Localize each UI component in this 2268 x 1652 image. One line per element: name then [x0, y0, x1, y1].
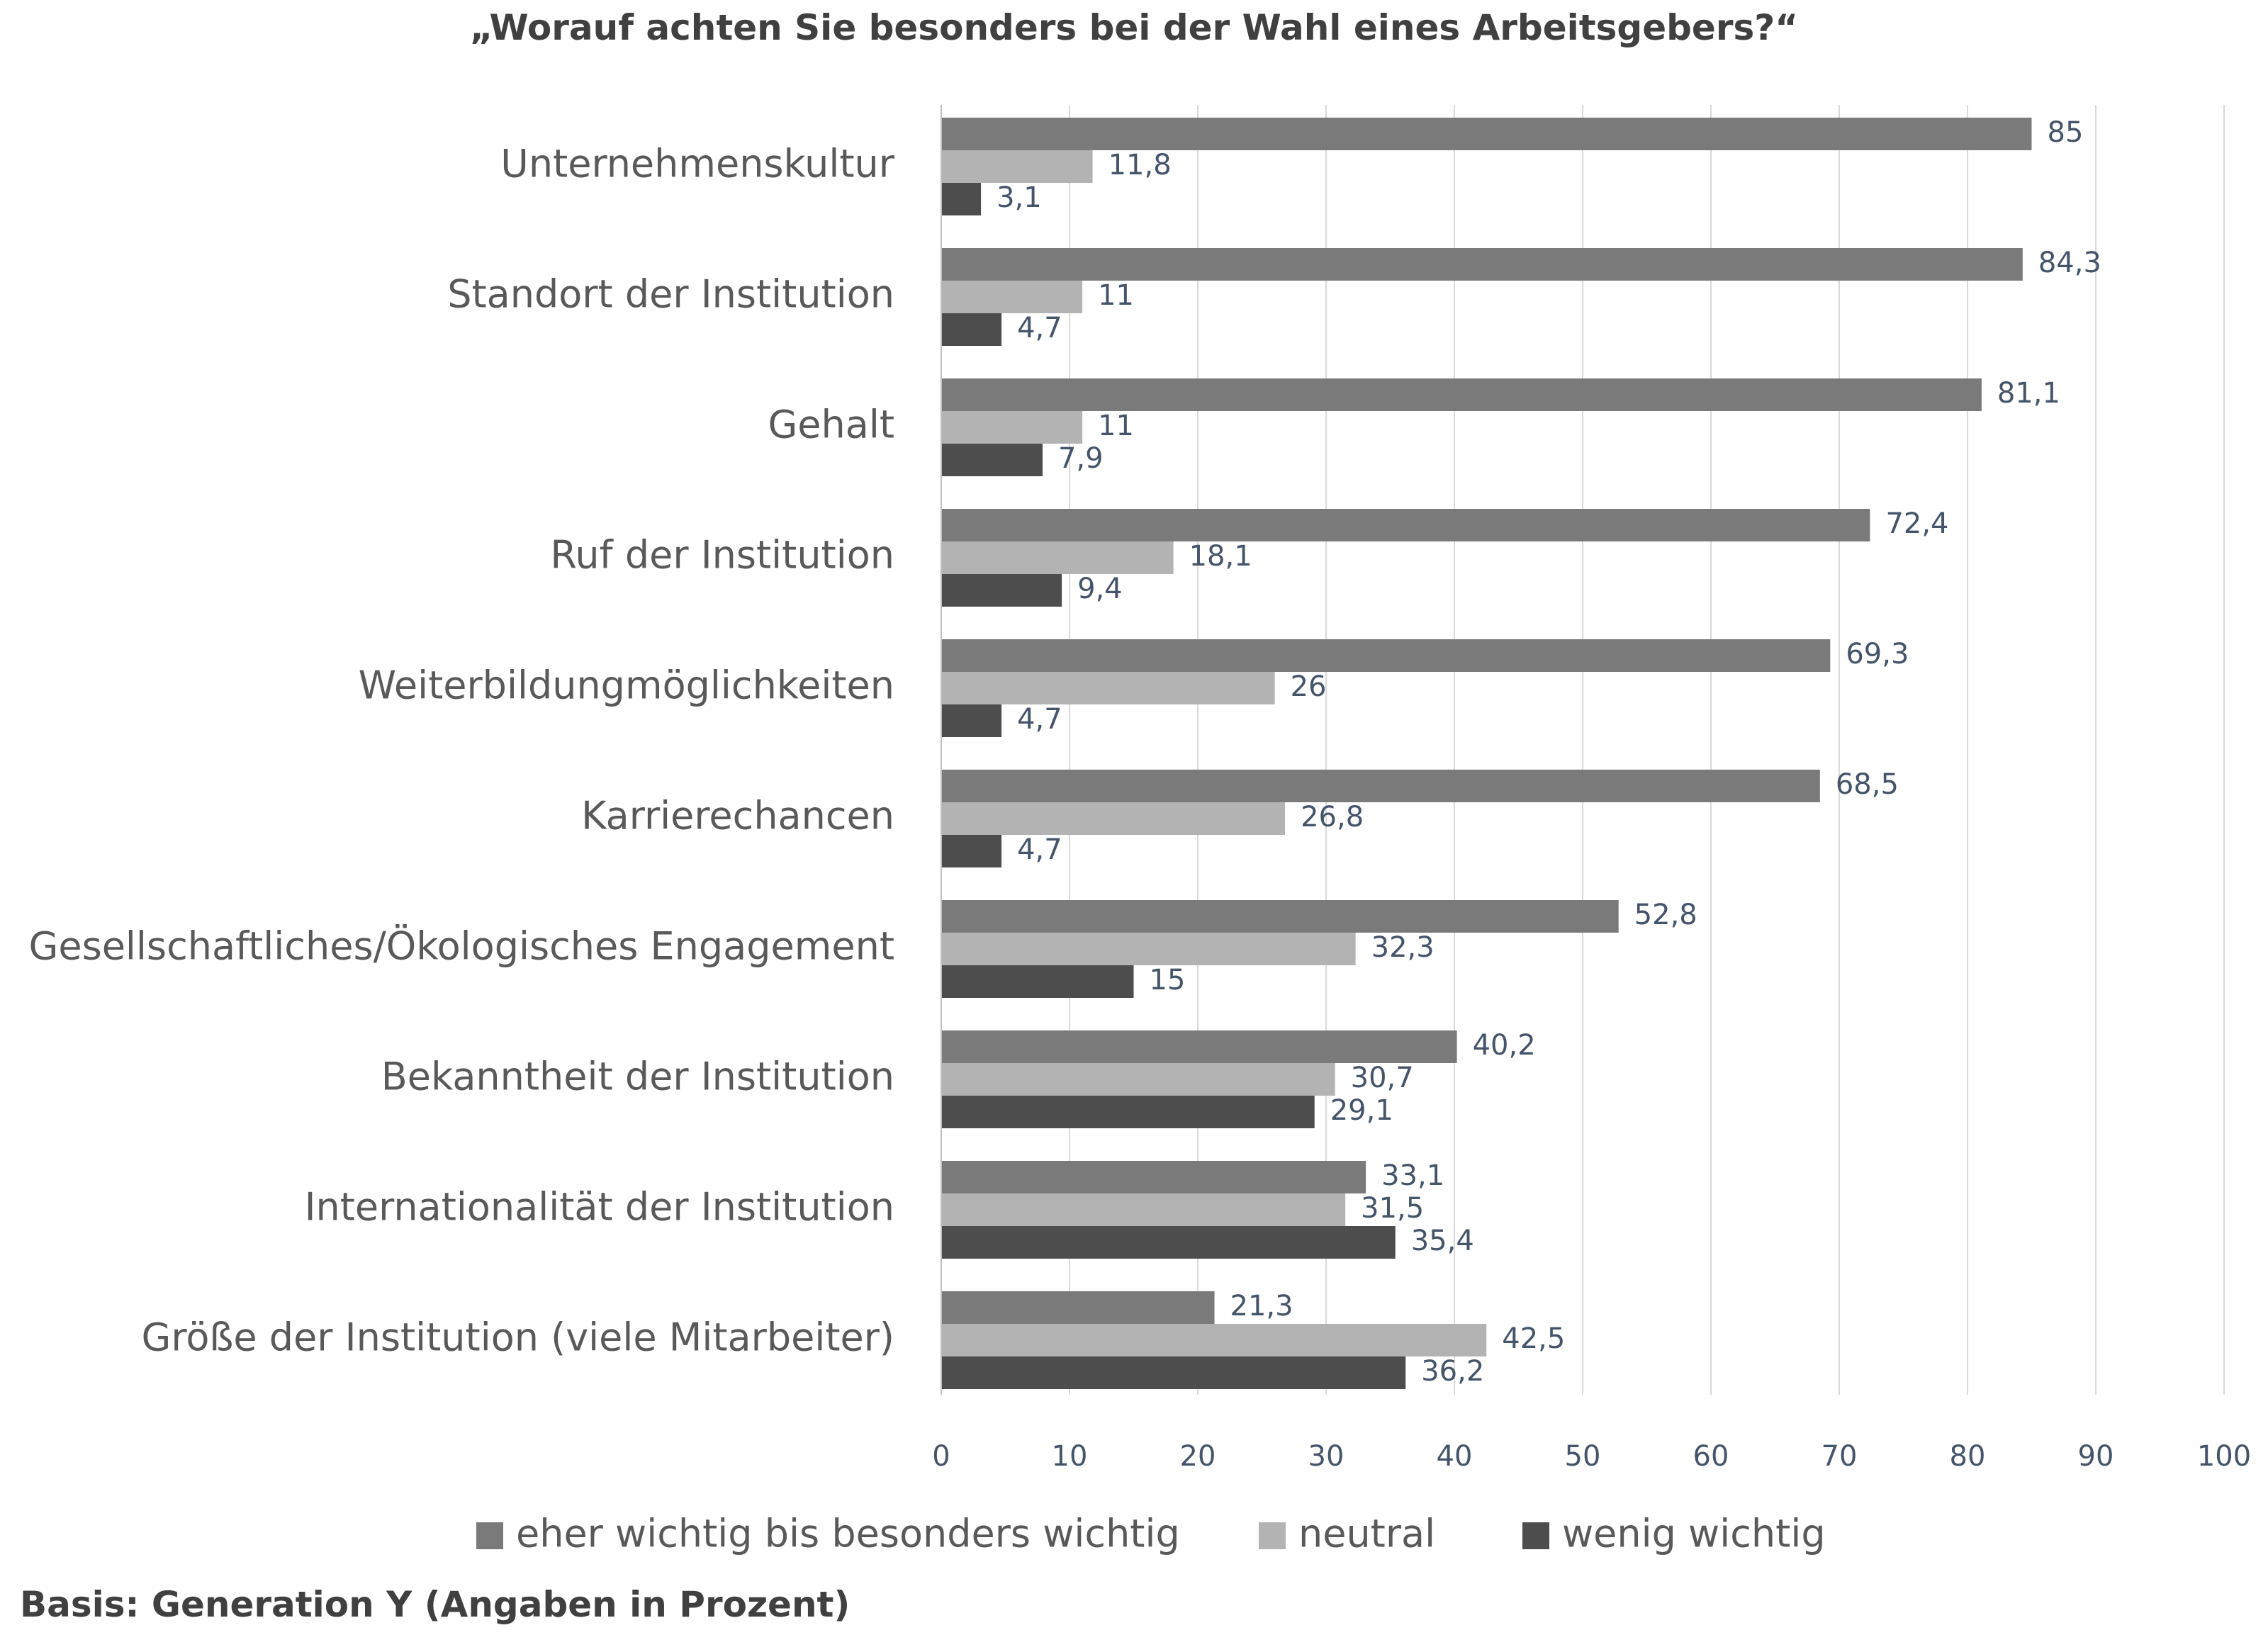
bar-1-6 [941, 933, 1356, 965]
legend-label-1: neutral [1298, 1512, 1435, 1556]
bar-0-1 [941, 248, 2023, 281]
data-label-2-6: 15 [1150, 964, 1186, 996]
bar-1-0 [941, 150, 1093, 183]
data-label-0-7: 40,2 [1473, 1029, 1536, 1062]
data-label-2-9: 36,2 [1421, 1355, 1484, 1388]
bar-2-1 [941, 313, 1002, 346]
x-tick-label-80: 80 [1950, 1440, 1986, 1473]
gridlines [1069, 105, 2225, 1395]
chart-title: „Worauf achten Sie besonders bei der Wah… [469, 7, 1799, 48]
data-label-1-5: 26,8 [1301, 801, 1364, 833]
legend: eher wichtig bis besonders wichtig neutra… [476, 1512, 1826, 1556]
x-tick-label-40: 40 [1437, 1440, 1473, 1473]
legend-swatch-1 [1259, 1522, 1286, 1549]
data-label-0-1: 84,3 [2038, 247, 2101, 279]
bar-2-7 [941, 1096, 1315, 1128]
bar-2-5 [941, 835, 1002, 867]
bar-2-0 [941, 183, 982, 215]
bar-0-9 [941, 1291, 1215, 1324]
legend-swatch-2 [1522, 1522, 1549, 1549]
x-tick-label-100: 100 [2197, 1440, 2251, 1473]
data-label-1-9: 42,5 [1502, 1322, 1565, 1355]
data-label-2-5: 4,7 [1017, 833, 1062, 866]
data-label-0-4: 69,3 [1846, 638, 1909, 670]
data-label-2-8: 35,4 [1411, 1225, 1474, 1257]
x-tick-label-10: 10 [1052, 1440, 1088, 1473]
data-label-0-8: 33,1 [1381, 1159, 1444, 1192]
bar-0-5 [941, 770, 1820, 802]
bar-1-2 [941, 411, 1083, 444]
bar-0-6 [941, 900, 1619, 933]
bar-0-7 [941, 1030, 1457, 1063]
bar-1-3 [941, 541, 1174, 574]
data-label-1-2: 11 [1098, 410, 1134, 442]
bar-2-2 [941, 444, 1043, 476]
bar-0-4 [941, 639, 1831, 672]
data-label-1-7: 30,7 [1351, 1062, 1414, 1094]
bar-0-0 [941, 118, 2032, 150]
bar-0-3 [941, 509, 1870, 541]
axes: 0 10 20 30 40 50 60 70 80 90 100 Unternehmenskultur… [29, 105, 2251, 1473]
category-label-8: Internationalität der Institution [305, 1185, 894, 1230]
bar-2-6 [941, 965, 1134, 998]
data-label-2-0: 3,1 [997, 181, 1042, 214]
data-label-1-1: 11 [1098, 279, 1134, 312]
bar-1-1 [941, 281, 1083, 313]
category-label-4: Weiterbildungmöglichkeiten [359, 663, 894, 708]
data-label-1-6: 32,3 [1371, 931, 1435, 964]
data-label-2-3: 9,4 [1077, 573, 1123, 605]
data-label-0-2: 81,1 [1997, 377, 2060, 410]
legend-label-2: wenig wichtig [1562, 1512, 1826, 1556]
data-label-2-1: 4,7 [1017, 312, 1062, 344]
category-label-6: Gesellschaftliches/Ökologisches Engageme… [29, 924, 895, 969]
bar-2-8 [941, 1226, 1396, 1259]
data-label-0-9: 21,3 [1230, 1290, 1293, 1322]
data-label-0-0: 85 [2048, 116, 2084, 149]
data-label-0-5: 68,5 [1836, 768, 1899, 801]
bar-2-4 [941, 704, 1002, 737]
data-label-2-2: 7,9 [1058, 442, 1104, 475]
bars [941, 118, 2032, 1389]
category-label-9: Größe der Institution (viele Mitarbeiter… [142, 1315, 895, 1360]
bar-0-8 [941, 1161, 1366, 1193]
data-label-1-8: 31,5 [1361, 1192, 1424, 1225]
x-tick-label-20: 20 [1180, 1440, 1216, 1473]
data-label-1-4: 26 [1291, 670, 1327, 703]
data-labels: 8511,83,184,3114,781,1117,972,418,19,469… [997, 116, 2101, 1388]
legend-label-0: eher wichtig bis besonders wichtig [516, 1512, 1180, 1556]
x-tick-label-70: 70 [1821, 1440, 1858, 1473]
category-label-3: Ruf der Institution [550, 533, 894, 578]
x-tick-label-50: 50 [1565, 1440, 1601, 1473]
bar-1-8 [941, 1193, 1346, 1226]
x-tick-label-90: 90 [2078, 1440, 2114, 1473]
data-label-1-3: 18,1 [1189, 540, 1252, 573]
chart-footnote: Basis: Generation Y (Angaben in Prozent) [20, 1584, 850, 1625]
category-label-5: Karrierechancen [581, 794, 894, 838]
category-label-7: Bekanntheit der Institution [381, 1055, 894, 1099]
data-label-2-4: 4,7 [1017, 703, 1062, 736]
data-label-1-0: 11,8 [1108, 149, 1172, 181]
data-label-0-3: 72,4 [1885, 507, 1948, 540]
bar-1-4 [941, 672, 1275, 704]
bar-0-2 [941, 378, 1982, 411]
x-tick-label-0: 0 [932, 1440, 950, 1473]
bar-1-9 [941, 1324, 1487, 1356]
data-label-2-7: 29,1 [1330, 1094, 1393, 1127]
bar-2-3 [941, 574, 1062, 607]
category-label-1: Standort der Institution [447, 272, 894, 317]
category-label-2: Gehalt [768, 403, 894, 447]
bar-2-9 [941, 1356, 1406, 1389]
data-label-0-6: 52,8 [1634, 899, 1697, 931]
x-tick-label-60: 60 [1693, 1440, 1729, 1473]
legend-swatch-0 [476, 1522, 503, 1549]
bar-1-5 [941, 802, 1286, 835]
category-label-0: Unternehmenskultur [500, 142, 894, 186]
x-tick-label-30: 30 [1308, 1440, 1344, 1473]
bar-1-7 [941, 1063, 1335, 1096]
